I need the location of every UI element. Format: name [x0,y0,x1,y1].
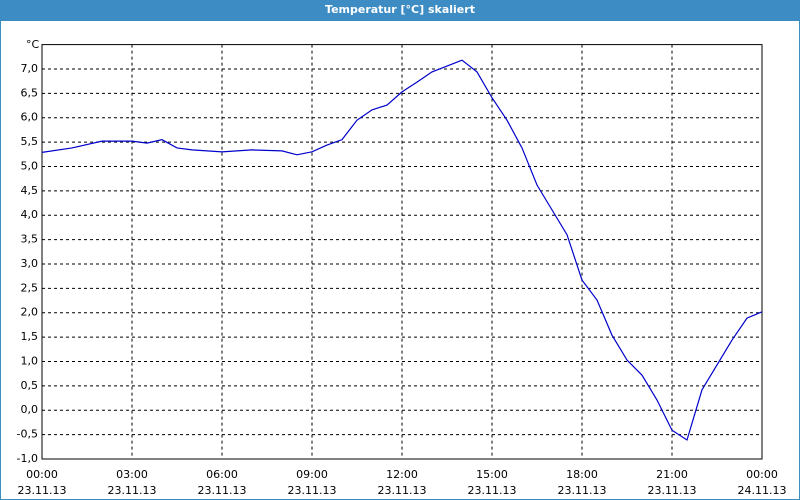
x-tick-label: 12:00 [386,468,418,481]
x-tick-date: 24.11.13 [738,484,787,497]
y-tick-label: 0,5 [21,379,39,392]
x-tick-label: 00:00 [746,468,778,481]
y-tick-label: 1,0 [21,354,39,367]
x-tick-label: 21:00 [656,468,688,481]
y-tick-label: 3,5 [21,233,39,246]
chart-title: Temperatur [°C] skaliert [325,3,475,16]
x-tick-date: 23.11.13 [108,484,157,497]
y-axis-label: °C [26,38,40,51]
x-tick-date: 23.11.13 [558,484,607,497]
x-tick-label: 18:00 [566,468,598,481]
y-tick-label: 2,0 [21,306,39,319]
y-tick-label: 3,0 [21,257,39,270]
x-tick-date: 23.11.13 [198,484,247,497]
x-tick-date: 23.11.13 [648,484,697,497]
x-tick-label: 06:00 [206,468,238,481]
y-tick-label: 5,0 [21,159,39,172]
y-tick-label: 5,5 [21,135,39,148]
y-tick-label: 1,5 [21,330,39,343]
y-tick-label: 6,0 [21,111,39,124]
y-tick-label: -1,0 [17,452,38,465]
y-tick-label: 6,5 [21,86,39,99]
x-tick-label: 15:00 [476,468,508,481]
x-tick-date: 23.11.13 [378,484,427,497]
x-tick-label: 03:00 [116,468,148,481]
y-tick-label: 4,5 [21,184,39,197]
x-tick-label: 09:00 [296,468,328,481]
x-tick-date: 23.11.13 [468,484,517,497]
y-tick-label: 2,5 [21,281,39,294]
y-tick-label: 4,0 [21,208,39,221]
x-tick-date: 23.11.13 [288,484,337,497]
y-tick-label: 0,0 [21,403,39,416]
x-tick-date: 23.11.13 [18,484,67,497]
y-tick-label: 7,0 [21,62,39,75]
y-tick-label: -0,5 [17,428,38,441]
data-line [41,59,763,441]
title-bar [0,0,800,20]
x-tick-label: 00:00 [26,468,58,481]
plot-frame [41,44,763,460]
window-frame [0,20,800,500]
